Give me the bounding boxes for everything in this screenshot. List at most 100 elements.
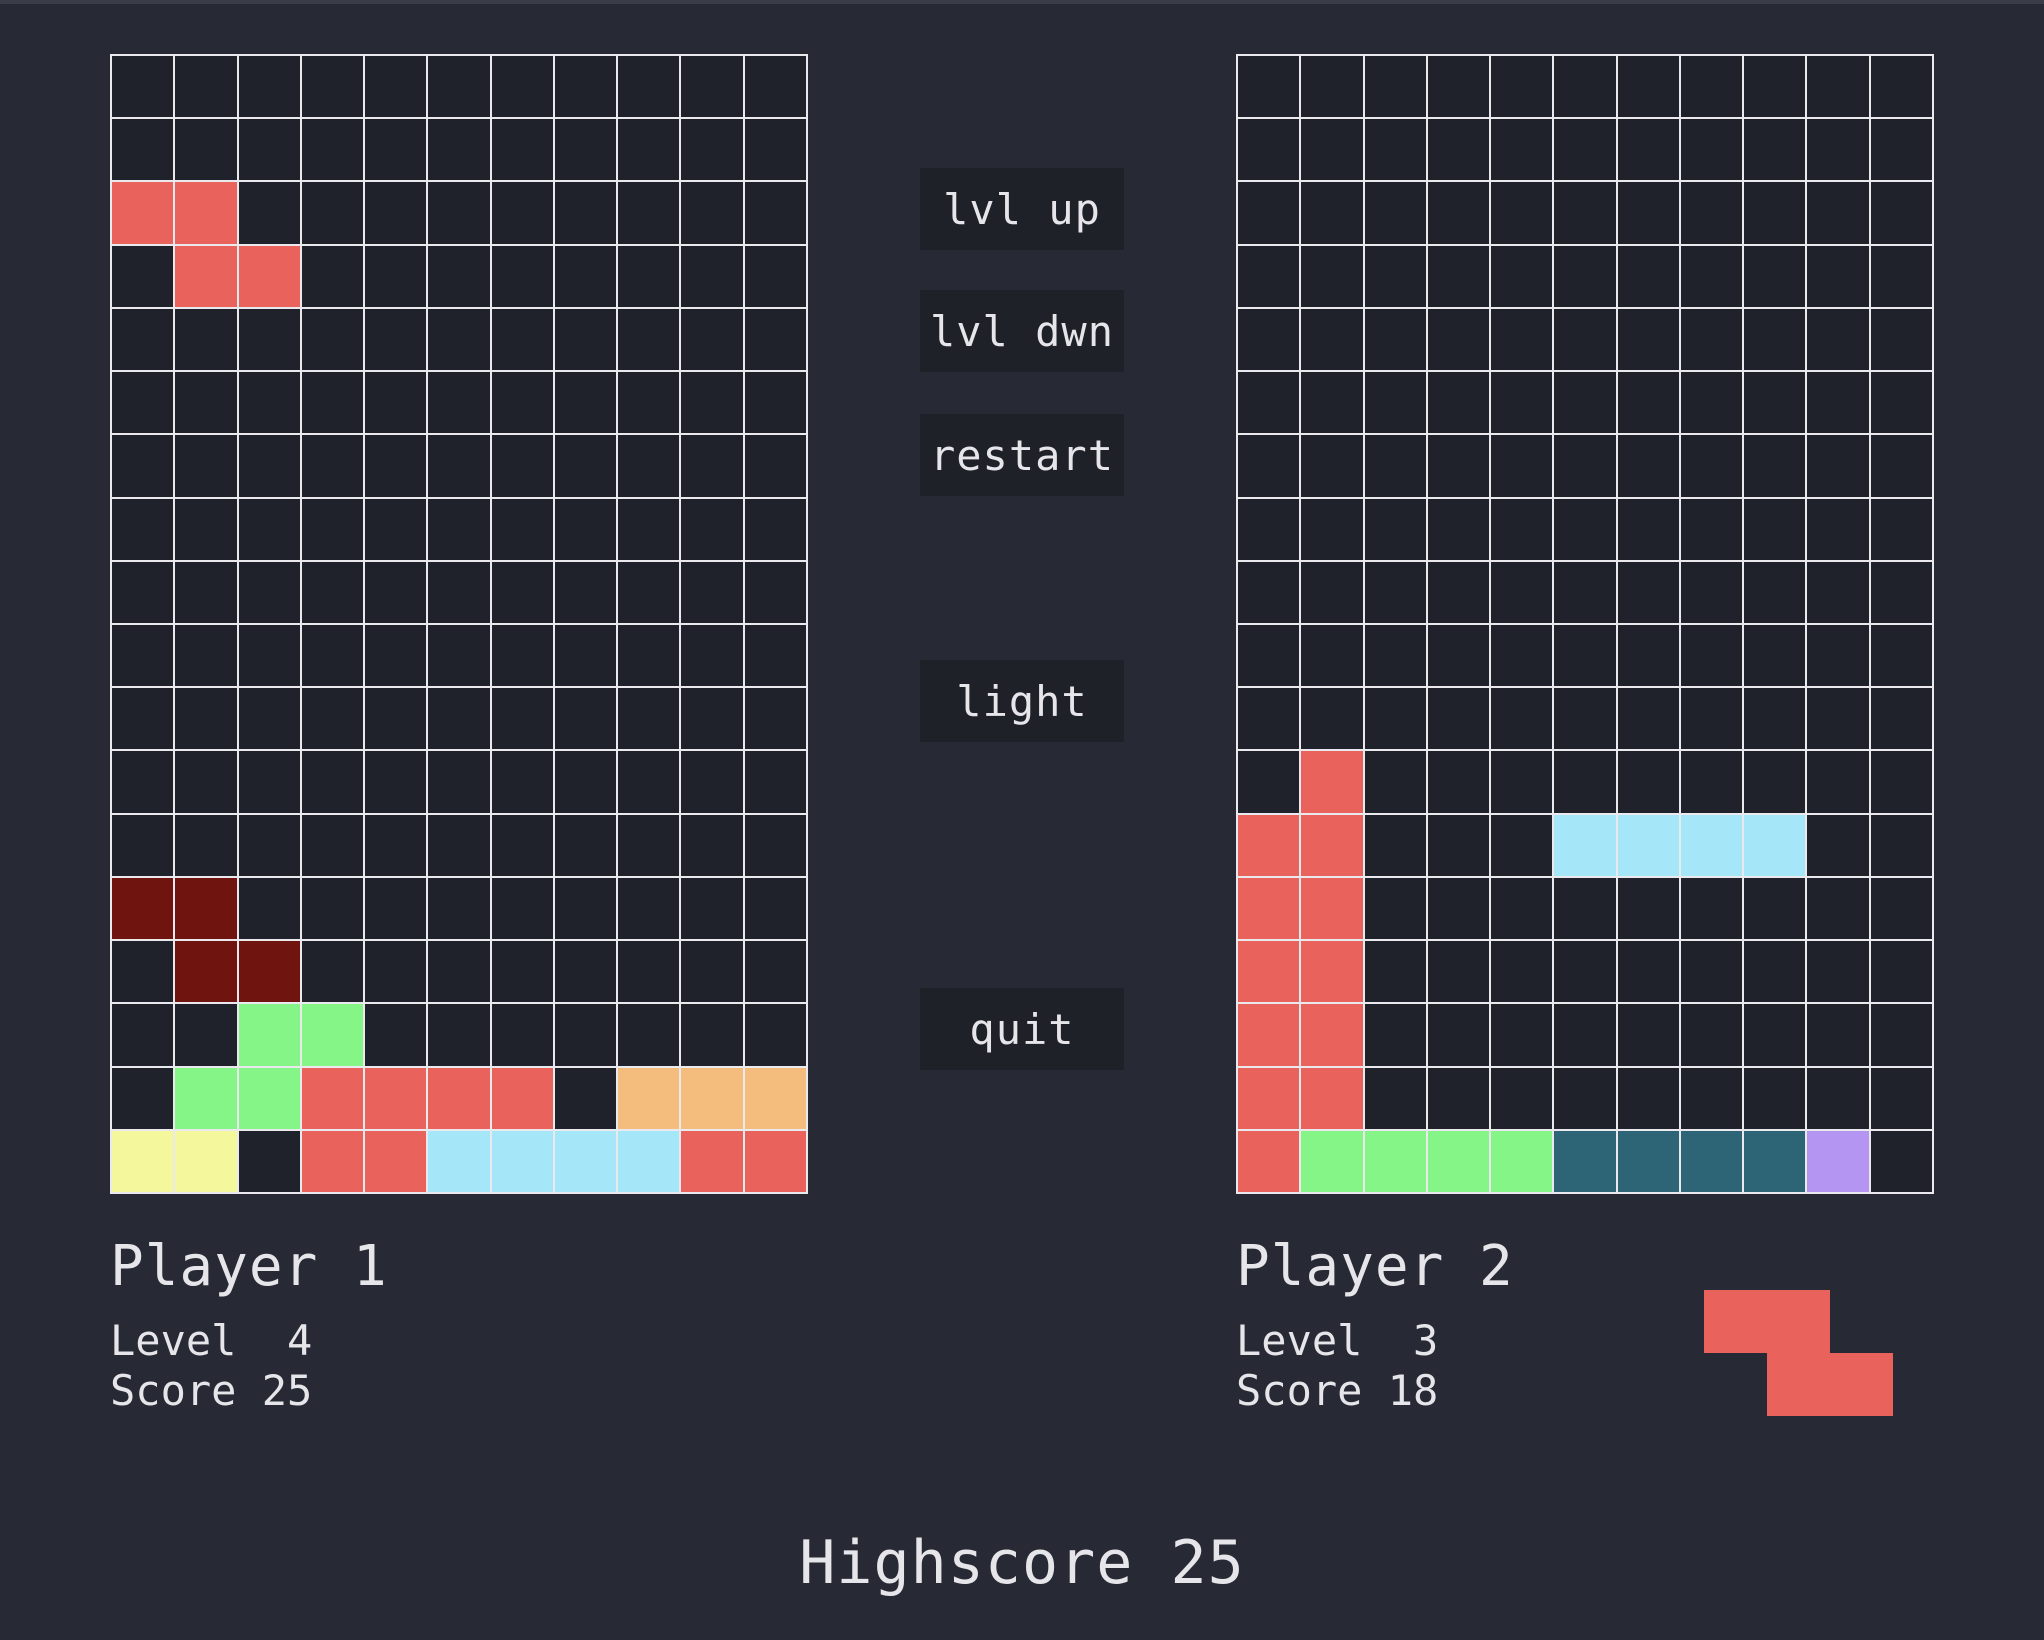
player2-empty-cell: [1617, 751, 1679, 813]
player2-filled-cell: [1301, 877, 1363, 940]
player2-empty-cell: [1554, 688, 1616, 750]
player2-empty-cell: [1554, 498, 1616, 560]
player1-empty-cell: [301, 119, 364, 181]
player2-empty-cell: [1238, 245, 1300, 307]
player2-empty-cell: [1617, 182, 1679, 244]
player2-empty-cell: [1427, 751, 1490, 813]
player2-empty-cell: [1491, 751, 1553, 813]
player1-empty-cell: [238, 561, 300, 623]
player1-empty-cell: [365, 1004, 427, 1066]
player2-empty-cell: [1491, 372, 1553, 434]
player2-empty-cell: [1238, 56, 1300, 118]
player2-empty-cell: [1427, 119, 1490, 181]
player1-filled-cell: [175, 182, 237, 244]
player1-empty-cell: [744, 877, 806, 940]
player1-empty-cell: [365, 751, 427, 813]
player2-empty-cell: [1870, 245, 1932, 307]
player1-empty-cell: [744, 751, 806, 813]
player1-empty-cell: [428, 119, 490, 181]
player2-empty-cell: [1364, 1067, 1426, 1129]
player2-empty-cell: [1807, 624, 1869, 687]
player2-empty-cell: [1617, 435, 1679, 497]
player2-filled-cell: [1238, 1067, 1300, 1129]
player1-empty-cell: [681, 498, 743, 560]
player1-filled-cell: [238, 1004, 300, 1066]
player1-name: Player 1: [110, 1234, 388, 1299]
player1-empty-cell: [618, 941, 680, 1003]
player2-empty-cell: [1617, 624, 1679, 687]
player1-empty-cell: [428, 751, 490, 813]
player1-empty-cell: [618, 498, 680, 560]
player2-empty-cell: [1680, 498, 1743, 560]
player2-empty-cell: [1238, 182, 1300, 244]
player1-empty-cell: [618, 1004, 680, 1066]
player1-empty-cell: [238, 372, 300, 434]
player2-empty-cell: [1870, 624, 1932, 687]
player2-empty-cell: [1870, 372, 1932, 434]
player2-empty-cell: [1238, 435, 1300, 497]
player2-empty-cell: [1427, 308, 1490, 371]
player1-filled-cell: [238, 1067, 300, 1129]
player2-empty-cell: [1870, 941, 1932, 1003]
player2-empty-cell: [1427, 56, 1490, 118]
player2-filled-cell: [1617, 1130, 1679, 1192]
player1-empty-cell: [301, 941, 364, 1003]
player2-empty-cell: [1744, 56, 1806, 118]
player1-empty-cell: [112, 435, 174, 497]
player1-filled-cell: [681, 1067, 743, 1129]
player1-filled-cell: [175, 941, 237, 1003]
player1-empty-cell: [365, 941, 427, 1003]
player2-empty-cell: [1870, 688, 1932, 750]
player1-empty-cell: [365, 624, 427, 687]
player1-empty-cell: [238, 498, 300, 560]
player1-empty-cell: [744, 814, 806, 876]
player2-empty-cell: [1617, 1004, 1679, 1066]
player1-empty-cell: [618, 56, 680, 118]
player1-empty-cell: [744, 498, 806, 560]
player1-empty-cell: [365, 245, 427, 307]
player1-empty-cell: [301, 245, 364, 307]
player1-empty-cell: [618, 372, 680, 434]
player1-empty-cell: [175, 1004, 237, 1066]
player1-empty-cell: [554, 688, 617, 750]
player2-empty-cell: [1301, 182, 1363, 244]
player2-empty-cell: [1807, 877, 1869, 940]
player2-empty-cell: [1554, 1004, 1616, 1066]
player2-empty-cell: [1807, 182, 1869, 244]
player2-empty-cell: [1491, 814, 1553, 876]
player2-filled-cell: [1301, 1130, 1363, 1192]
player1-empty-cell: [491, 308, 553, 371]
player2-empty-cell: [1870, 1004, 1932, 1066]
player2-empty-cell: [1491, 561, 1553, 623]
level-up-button[interactable]: lvl up: [920, 168, 1124, 250]
light-theme-button[interactable]: light: [920, 660, 1124, 742]
player1-empty-cell: [491, 182, 553, 244]
player1-empty-cell: [428, 624, 490, 687]
player1-empty-cell: [175, 624, 237, 687]
player1-empty-cell: [744, 56, 806, 118]
player2-empty-cell: [1491, 1067, 1553, 1129]
player1-filled-cell: [618, 1067, 680, 1129]
player1-empty-cell: [554, 941, 617, 1003]
player2-empty-cell: [1238, 751, 1300, 813]
player1-empty-cell: [744, 941, 806, 1003]
player2-empty-cell: [1364, 877, 1426, 940]
player1-empty-cell: [365, 814, 427, 876]
player2-empty-cell: [1870, 877, 1932, 940]
player1-empty-cell: [554, 1004, 617, 1066]
player2-empty-cell: [1238, 624, 1300, 687]
player2-empty-cell: [1364, 372, 1426, 434]
restart-button[interactable]: restart: [920, 414, 1124, 496]
quit-button[interactable]: quit: [920, 988, 1124, 1070]
player2-empty-cell: [1744, 751, 1806, 813]
player1-empty-cell: [491, 56, 553, 118]
player2-filled-cell: [1301, 1067, 1363, 1129]
player1-empty-cell: [428, 1004, 490, 1066]
player2-empty-cell: [1427, 941, 1490, 1003]
player1-empty-cell: [491, 1004, 553, 1066]
player1-empty-cell: [491, 498, 553, 560]
level-down-button[interactable]: lvl dwn: [920, 290, 1124, 372]
player2-game-board: [1236, 54, 1934, 1194]
player2-empty-cell: [1491, 182, 1553, 244]
player1-filled-cell: [112, 182, 174, 244]
